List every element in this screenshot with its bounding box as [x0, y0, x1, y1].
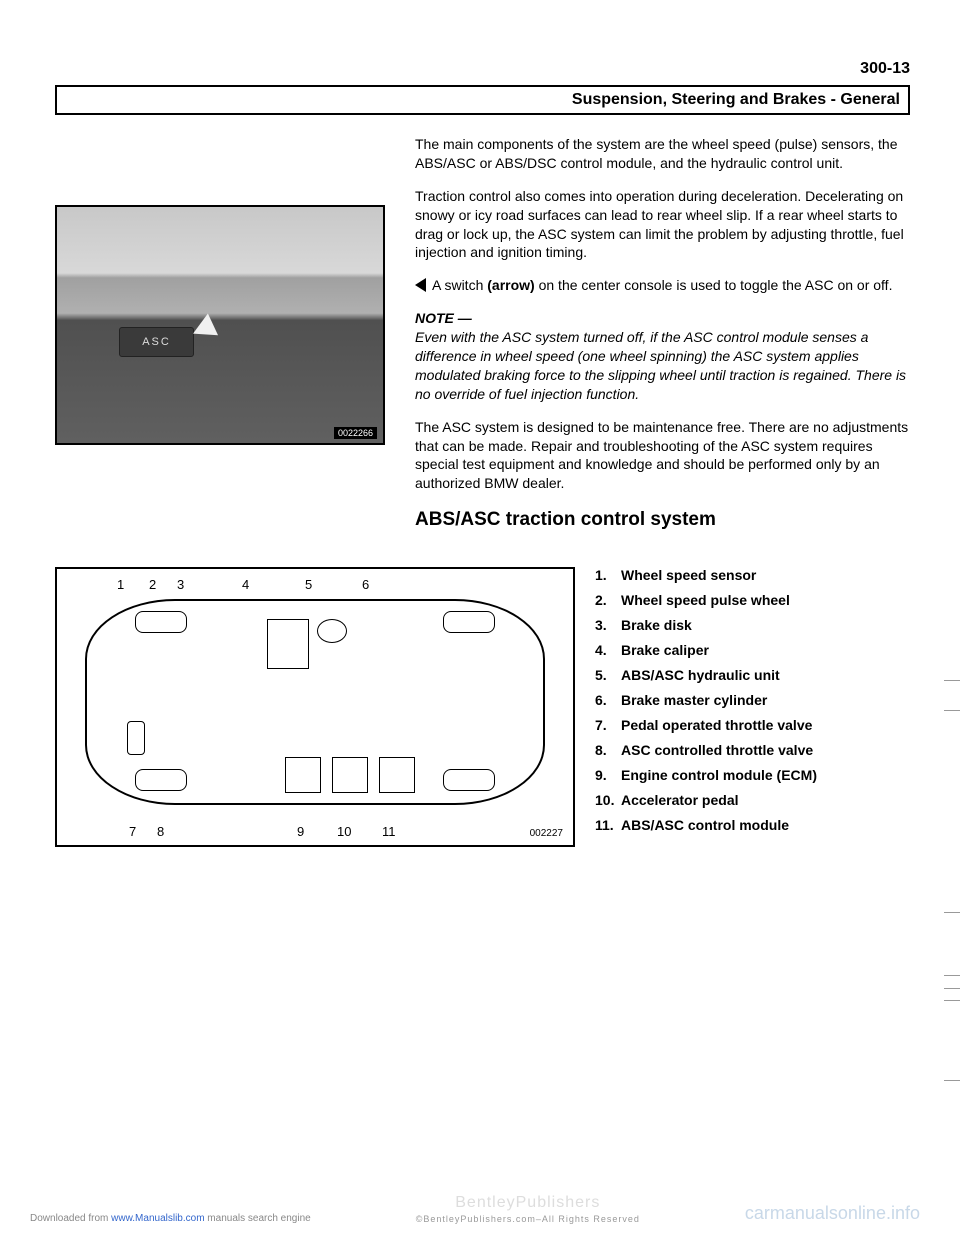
- footer-left: Downloaded from www.Manualslib.com manua…: [30, 1213, 311, 1224]
- component-item: 9.Engine control module (ECM): [595, 767, 910, 783]
- component-number: 2.: [595, 592, 621, 608]
- wheel-top-left: [135, 611, 187, 633]
- component-number: 7.: [595, 717, 621, 733]
- asc-module-box: [379, 757, 415, 793]
- margin-tick: [944, 912, 960, 913]
- footer-right-watermark: carmanualsonline.info: [745, 1203, 920, 1224]
- note-block: NOTE — Even with the ASC system turned o…: [415, 309, 910, 403]
- margin-tick: [944, 680, 960, 681]
- page-number: 300-13: [860, 60, 910, 78]
- subsection-title: ABS/ASC traction control system: [415, 507, 910, 533]
- component-item: 7.Pedal operated throttle valve: [595, 717, 910, 733]
- margin-tick: [944, 710, 960, 711]
- component-number: 9.: [595, 767, 621, 783]
- component-item: 11.ABS/ASC control module: [595, 817, 910, 833]
- diagram-label-5: 5: [305, 577, 312, 592]
- ecm-box: [285, 757, 321, 793]
- wheel-top-right: [443, 611, 495, 633]
- margin-tick: [944, 1080, 960, 1081]
- main-content: ASC 0022266 The main components of the s…: [55, 135, 910, 847]
- margin-tick: [944, 988, 960, 989]
- component-number: 10.: [595, 792, 621, 808]
- component-label: Brake master cylinder: [621, 692, 767, 708]
- component-item: 1.Wheel speed sensor: [595, 567, 910, 583]
- component-label: Brake caliper: [621, 642, 709, 658]
- paragraph-components: The main components of the system are th…: [415, 135, 910, 173]
- section-header: Suspension, Steering and Brakes - Genera…: [55, 85, 910, 115]
- wheel-bottom-right: [443, 769, 495, 791]
- photo-reference-number: 0022266: [334, 427, 377, 439]
- asc-button-graphic: ASC: [119, 327, 194, 357]
- component-label: Engine control module (ECM): [621, 767, 817, 783]
- component-item: 10.Accelerator pedal: [595, 792, 910, 808]
- diagram-label-11: 11: [382, 824, 396, 839]
- diagram-reference-number: 002227: [530, 828, 563, 839]
- component-label: Accelerator pedal: [621, 792, 739, 808]
- margin-tick: [944, 975, 960, 976]
- component-list: 1.Wheel speed sensor2.Wheel speed pulse …: [595, 567, 910, 847]
- diagram-label-2: 2: [149, 577, 156, 592]
- component-number: 4.: [595, 642, 621, 658]
- component-item: 3.Brake disk: [595, 617, 910, 633]
- component-label: Brake disk: [621, 617, 692, 633]
- system-diagram: 1 2 3 4 5 6 7 8 9 10 11 002227: [55, 567, 575, 847]
- note-heading: NOTE —: [415, 310, 472, 326]
- manualslib-link[interactable]: www.Manualslib.com: [111, 1213, 204, 1224]
- component-number: 8.: [595, 742, 621, 758]
- component-label: ABS/ASC hydraulic unit: [621, 667, 780, 683]
- footer-rights: ©BentleyPublishers.com–All Rights Reserv…: [416, 1214, 640, 1224]
- component-item: 6.Brake master cylinder: [595, 692, 910, 708]
- diagram-label-8: 8: [157, 824, 164, 839]
- accelerator-box: [332, 757, 368, 793]
- pedal-box: [127, 721, 145, 755]
- component-number: 6.: [595, 692, 621, 708]
- component-item: 4.Brake caliper: [595, 642, 910, 658]
- component-label: Pedal operated throttle valve: [621, 717, 812, 733]
- component-label: Wheel speed sensor: [621, 567, 756, 583]
- component-label: Wheel speed pulse wheel: [621, 592, 790, 608]
- master-cylinder-box: [317, 619, 347, 643]
- diagram-label-1: 1: [117, 577, 124, 592]
- component-item: 5.ABS/ASC hydraulic unit: [595, 667, 910, 683]
- diagram-label-7: 7: [129, 824, 136, 839]
- diagram-label-6: 6: [362, 577, 369, 592]
- diagram-label-9: 9: [297, 824, 304, 839]
- component-number: 1.: [595, 567, 621, 583]
- diagram-label-3: 3: [177, 577, 184, 592]
- hydraulic-unit-box: [267, 619, 309, 669]
- asc-switch-photo: ASC 0022266: [55, 205, 385, 445]
- wheel-bottom-left: [135, 769, 187, 791]
- text-column: The main components of the system are th…: [415, 135, 910, 549]
- component-label: ABS/ASC control module: [621, 817, 789, 833]
- component-number: 5.: [595, 667, 621, 683]
- page-footer: Downloaded from www.Manualslib.com manua…: [30, 1194, 920, 1224]
- diagram-label-10: 10: [337, 824, 351, 839]
- component-item: 2.Wheel speed pulse wheel: [595, 592, 910, 608]
- diagram-label-4: 4: [242, 577, 249, 592]
- margin-tick: [944, 1000, 960, 1001]
- component-number: 3.: [595, 617, 621, 633]
- component-label: ASC controlled throttle valve: [621, 742, 813, 758]
- component-item: 8.ASC controlled throttle valve: [595, 742, 910, 758]
- photo-column: ASC 0022266: [55, 135, 395, 549]
- footer-center: BentleyPublishers ©BentleyPublishers.com…: [416, 1194, 640, 1224]
- note-body: Even with the ASC system turned off, if …: [415, 329, 906, 402]
- paragraph-switch: A switch (arrow) on the center console i…: [415, 276, 910, 295]
- publisher-watermark: BentleyPublishers: [455, 1194, 600, 1211]
- component-number: 11.: [595, 817, 621, 833]
- triangle-marker-icon: [415, 278, 426, 292]
- paragraph-traction: Traction control also comes into operati…: [415, 187, 910, 263]
- paragraph-maintenance: The ASC system is designed to be mainten…: [415, 418, 910, 494]
